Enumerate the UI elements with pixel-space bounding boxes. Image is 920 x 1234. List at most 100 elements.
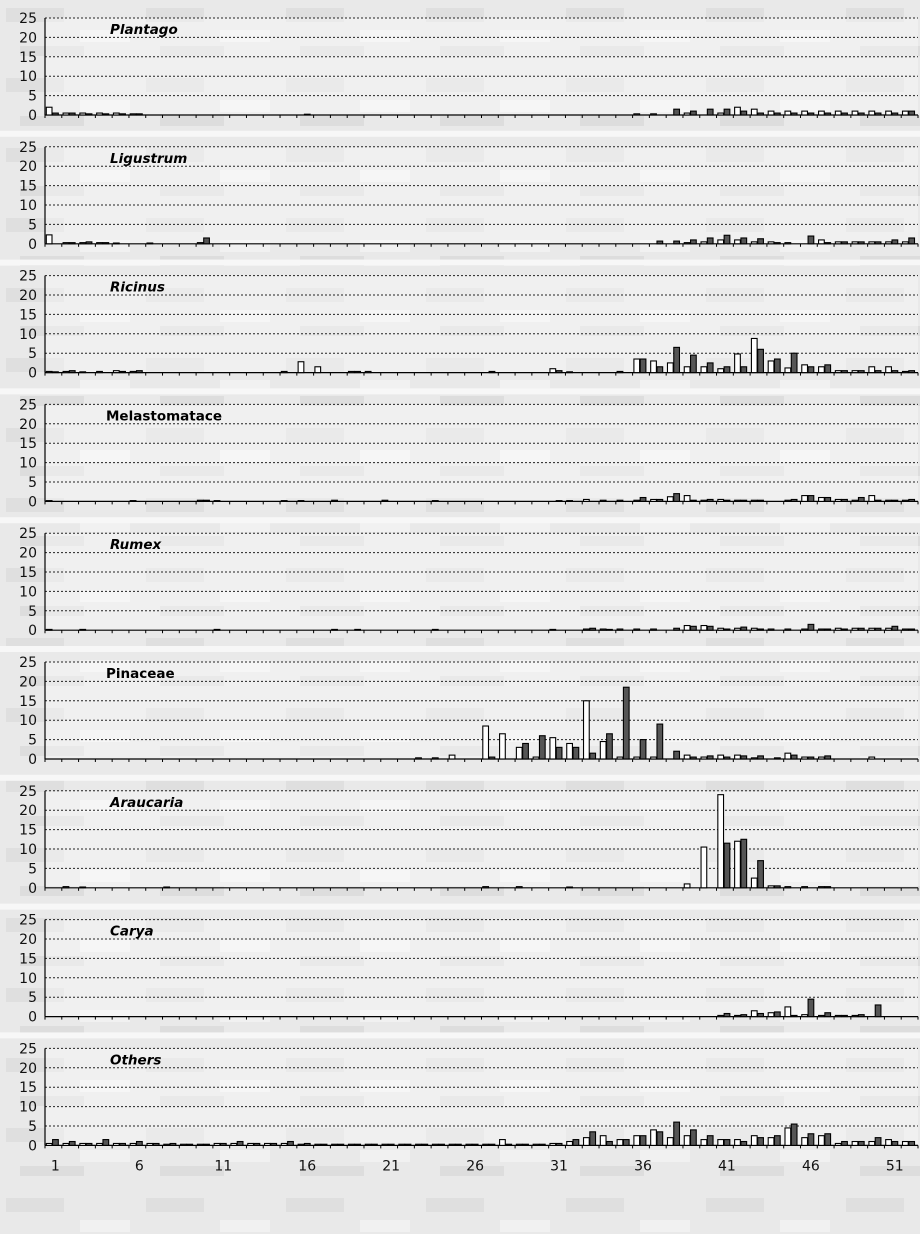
bar-open	[834, 1142, 842, 1146]
bar-open	[717, 368, 725, 374]
bar-filled	[773, 757, 781, 760]
bar-filled	[488, 1143, 496, 1146]
bar-open	[599, 628, 607, 631]
bar-open	[96, 242, 103, 245]
bar-open	[45, 234, 53, 245]
bar-filled	[723, 234, 731, 245]
bar-open	[213, 500, 221, 502]
y-tick-label: 15	[19, 823, 37, 839]
bar-filled	[723, 842, 731, 889]
bar-filled	[622, 1139, 630, 1146]
bar-open	[230, 1142, 238, 1146]
bar-filled	[656, 498, 664, 502]
y-tick-label: 0	[28, 752, 37, 768]
bar-filled	[824, 1133, 832, 1146]
y-tick-label: 10	[19, 584, 37, 600]
bar-open	[834, 110, 842, 116]
bar-open	[549, 1142, 557, 1146]
bar-open	[482, 886, 490, 889]
bar-filled	[538, 735, 546, 760]
y-tick-label: 10	[19, 198, 37, 214]
y-tick-label: 20	[19, 932, 37, 948]
bar-open	[734, 1139, 741, 1146]
x-tick-label: 1	[51, 1158, 60, 1174]
bar-open	[784, 110, 792, 116]
bar-filled	[790, 1123, 798, 1146]
bar-filled	[874, 1004, 882, 1018]
bar-open	[347, 370, 355, 374]
panel-title: Pinaceae	[106, 666, 175, 682]
bar-open	[734, 499, 741, 502]
bar-open	[700, 241, 708, 245]
bar-filled	[68, 370, 76, 374]
bar-filled	[656, 366, 664, 374]
bar-open	[79, 112, 87, 116]
bar-filled	[270, 1142, 278, 1146]
bar-filled	[891, 1140, 899, 1146]
bar-open	[599, 1135, 607, 1146]
plot-area	[45, 790, 918, 888]
x-tick-label: 11	[214, 1158, 232, 1174]
bar-open	[834, 241, 842, 245]
bar-filled	[757, 1137, 764, 1146]
bar-open	[717, 112, 725, 116]
bar-filled	[85, 113, 93, 116]
panel-separator	[0, 130, 920, 137]
bar-open	[700, 366, 708, 374]
bar-open	[734, 106, 741, 116]
bar-open	[868, 1140, 876, 1146]
bar-open	[767, 1012, 775, 1018]
bar-open	[616, 756, 624, 760]
bar-open	[79, 242, 87, 245]
y-tick-label: 5	[28, 346, 37, 362]
bar-filled	[656, 1131, 664, 1146]
panel-3: 0 5 10 15 20 25 Melastomatace	[0, 388, 920, 510]
bar-filled	[303, 1142, 311, 1146]
bar-filled	[857, 627, 865, 631]
bar-open	[381, 1143, 389, 1146]
bar-filled	[824, 242, 832, 245]
bar-open	[683, 495, 691, 502]
bar-open	[146, 1142, 154, 1146]
bar-open	[784, 367, 792, 374]
bar-open	[683, 624, 691, 631]
bar-open	[45, 500, 53, 502]
y-tick-label: 0	[28, 623, 37, 639]
bar-open	[851, 110, 859, 116]
bar-open	[96, 1142, 103, 1146]
bar-open	[818, 239, 825, 245]
bar-filled	[841, 1140, 848, 1146]
bar-filled	[706, 1135, 714, 1146]
bar-filled	[673, 108, 681, 116]
bar-filled	[706, 108, 714, 116]
bar-filled	[622, 686, 630, 760]
bar-filled	[68, 112, 76, 116]
bar-open	[834, 627, 842, 631]
bar-filled	[169, 1142, 177, 1146]
bar-open	[818, 496, 825, 502]
bar-open	[129, 370, 137, 374]
bar-filled	[639, 1135, 647, 1146]
bar-filled	[555, 1142, 563, 1146]
y-tick-label: 0	[28, 1010, 37, 1026]
bar-open	[700, 756, 708, 760]
bar-open	[566, 886, 573, 889]
bar-filled	[874, 1137, 882, 1146]
bar-filled	[841, 241, 848, 245]
bar-open	[79, 628, 87, 631]
y-tick-label: 15	[19, 307, 37, 323]
bar-open	[582, 700, 590, 760]
bar-filled	[119, 370, 126, 374]
bar-filled	[740, 499, 748, 502]
bar-filled	[673, 1121, 681, 1146]
panel-separator	[0, 517, 920, 524]
bar-open	[415, 1143, 422, 1146]
bar-filled	[690, 110, 697, 116]
bar-filled	[857, 370, 865, 374]
bar-open	[566, 371, 573, 374]
bar-filled	[857, 496, 865, 502]
panel-5: 0 5 10 15 20 25 Pinaceae	[0, 646, 920, 768]
bar-filled	[68, 1140, 76, 1146]
bar-open	[734, 239, 741, 245]
bar-open	[868, 241, 876, 245]
